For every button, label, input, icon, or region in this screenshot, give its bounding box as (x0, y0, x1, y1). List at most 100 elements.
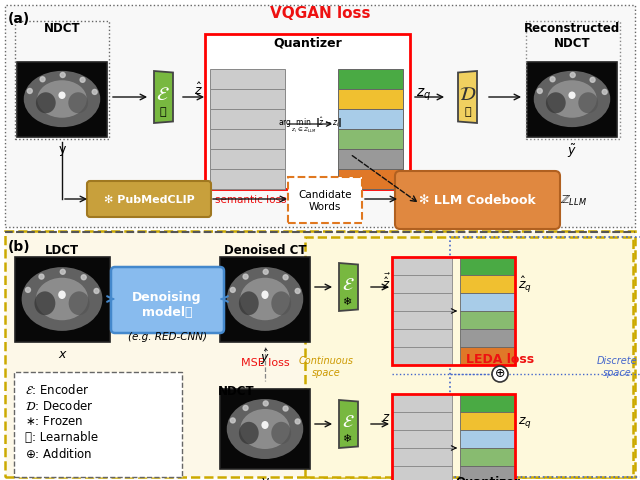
Bar (392, 276, 452, 293)
Ellipse shape (239, 422, 259, 444)
Bar (392, 257, 452, 276)
Ellipse shape (547, 81, 596, 119)
Bar (15, 22, 109, 140)
Circle shape (492, 366, 508, 382)
Bar (460, 257, 515, 276)
Bar (392, 257, 515, 365)
Text: Discrete
space: Discrete space (596, 356, 637, 377)
Bar (460, 430, 515, 448)
Text: $\tilde{y}$: $\tilde{y}$ (567, 143, 577, 160)
Ellipse shape (68, 93, 88, 114)
Bar (460, 448, 515, 466)
Bar (392, 293, 452, 312)
Text: $z_q$: $z_q$ (518, 414, 532, 429)
Text: (b): (b) (8, 240, 31, 253)
Circle shape (283, 406, 288, 411)
Bar (210, 70, 285, 90)
Ellipse shape (35, 292, 55, 315)
Circle shape (230, 418, 236, 423)
FancyBboxPatch shape (87, 181, 211, 217)
Circle shape (28, 89, 32, 94)
Ellipse shape (579, 93, 598, 114)
Text: (e.g. RED-CNN): (e.g. RED-CNN) (127, 331, 207, 341)
Bar (210, 150, 285, 169)
Text: y: y (261, 474, 269, 480)
Bar (460, 293, 515, 312)
Ellipse shape (534, 72, 611, 128)
Ellipse shape (568, 92, 575, 100)
Bar (392, 448, 452, 466)
Text: ✻ LLM Codebook: ✻ LLM Codebook (419, 194, 536, 207)
Circle shape (39, 275, 44, 279)
Bar (305, 238, 633, 477)
Ellipse shape (37, 81, 87, 119)
Circle shape (230, 288, 236, 293)
Bar (392, 329, 452, 347)
Ellipse shape (271, 292, 291, 315)
Text: $\oplus$: $\oplus$ (494, 367, 506, 380)
Text: 🔥: Learnable: 🔥: Learnable (25, 431, 98, 444)
Ellipse shape (240, 409, 290, 449)
Text: $\hat{y}$: $\hat{y}$ (260, 347, 270, 366)
Circle shape (602, 90, 607, 95)
Ellipse shape (271, 422, 291, 444)
FancyBboxPatch shape (288, 178, 362, 224)
Bar (460, 312, 515, 329)
Text: LDCT: LDCT (45, 243, 79, 256)
Text: $\hat{z}$: $\hat{z}$ (194, 82, 203, 98)
Bar (14, 372, 182, 477)
Bar (450, 238, 640, 477)
Bar (460, 329, 515, 347)
Text: MSE loss: MSE loss (241, 357, 289, 367)
Text: ❄️: ❄️ (343, 433, 353, 443)
Polygon shape (458, 72, 477, 124)
Text: $\ast$: Frozen: $\ast$: Frozen (25, 415, 83, 428)
Circle shape (590, 78, 595, 83)
Ellipse shape (239, 292, 259, 315)
Bar (392, 466, 452, 480)
Text: $\vec{\hat{z}}$: $\vec{\hat{z}}$ (382, 272, 391, 291)
Text: $\arg\min_{z_i \in \mathbb{Z}_{LLM}} \|\hat{z} - z_i\|$: $\arg\min_{z_i \in \mathbb{Z}_{LLM}} \|\… (278, 115, 342, 134)
Text: NDCT: NDCT (44, 22, 80, 35)
Bar (220, 257, 310, 342)
Ellipse shape (36, 278, 88, 321)
Ellipse shape (58, 291, 66, 300)
Circle shape (570, 73, 575, 78)
Text: $\mathcal{E}$: Encoder: $\mathcal{E}$: Encoder (25, 382, 90, 396)
Bar (210, 169, 285, 190)
Text: $z$: $z$ (382, 411, 390, 424)
Text: Denoising
model🔥: Denoising model🔥 (132, 290, 202, 318)
Circle shape (80, 78, 85, 83)
Circle shape (263, 401, 268, 406)
Bar (338, 110, 403, 130)
Text: $\mathcal{E}$: $\mathcal{E}$ (342, 412, 355, 430)
Text: ❄️: ❄️ (343, 296, 353, 306)
Text: y: y (58, 143, 66, 156)
Ellipse shape (227, 267, 303, 331)
Circle shape (295, 289, 300, 294)
Ellipse shape (546, 93, 566, 114)
Text: $\hat{z}_q$: $\hat{z}_q$ (518, 275, 532, 294)
Ellipse shape (24, 72, 100, 128)
FancyBboxPatch shape (395, 172, 560, 229)
FancyBboxPatch shape (111, 267, 224, 333)
Circle shape (81, 275, 86, 280)
Bar (392, 312, 452, 329)
Bar (460, 347, 515, 365)
Bar (392, 347, 452, 365)
Bar (460, 394, 515, 412)
Ellipse shape (227, 399, 303, 459)
Ellipse shape (261, 291, 269, 300)
Bar (338, 90, 403, 110)
Bar (392, 394, 452, 412)
Bar (205, 35, 410, 190)
Bar (17, 62, 107, 137)
Bar (338, 130, 403, 150)
Text: $\mathcal{D}$: Decoder: $\mathcal{D}$: Decoder (25, 398, 93, 412)
Bar (392, 412, 452, 430)
Text: NDCT: NDCT (218, 384, 255, 397)
Text: $\mathcal{E}$: $\mathcal{E}$ (156, 86, 170, 104)
Text: $\oplus$: Addition: $\oplus$: Addition (25, 446, 92, 460)
Ellipse shape (22, 267, 102, 331)
Circle shape (550, 78, 555, 83)
